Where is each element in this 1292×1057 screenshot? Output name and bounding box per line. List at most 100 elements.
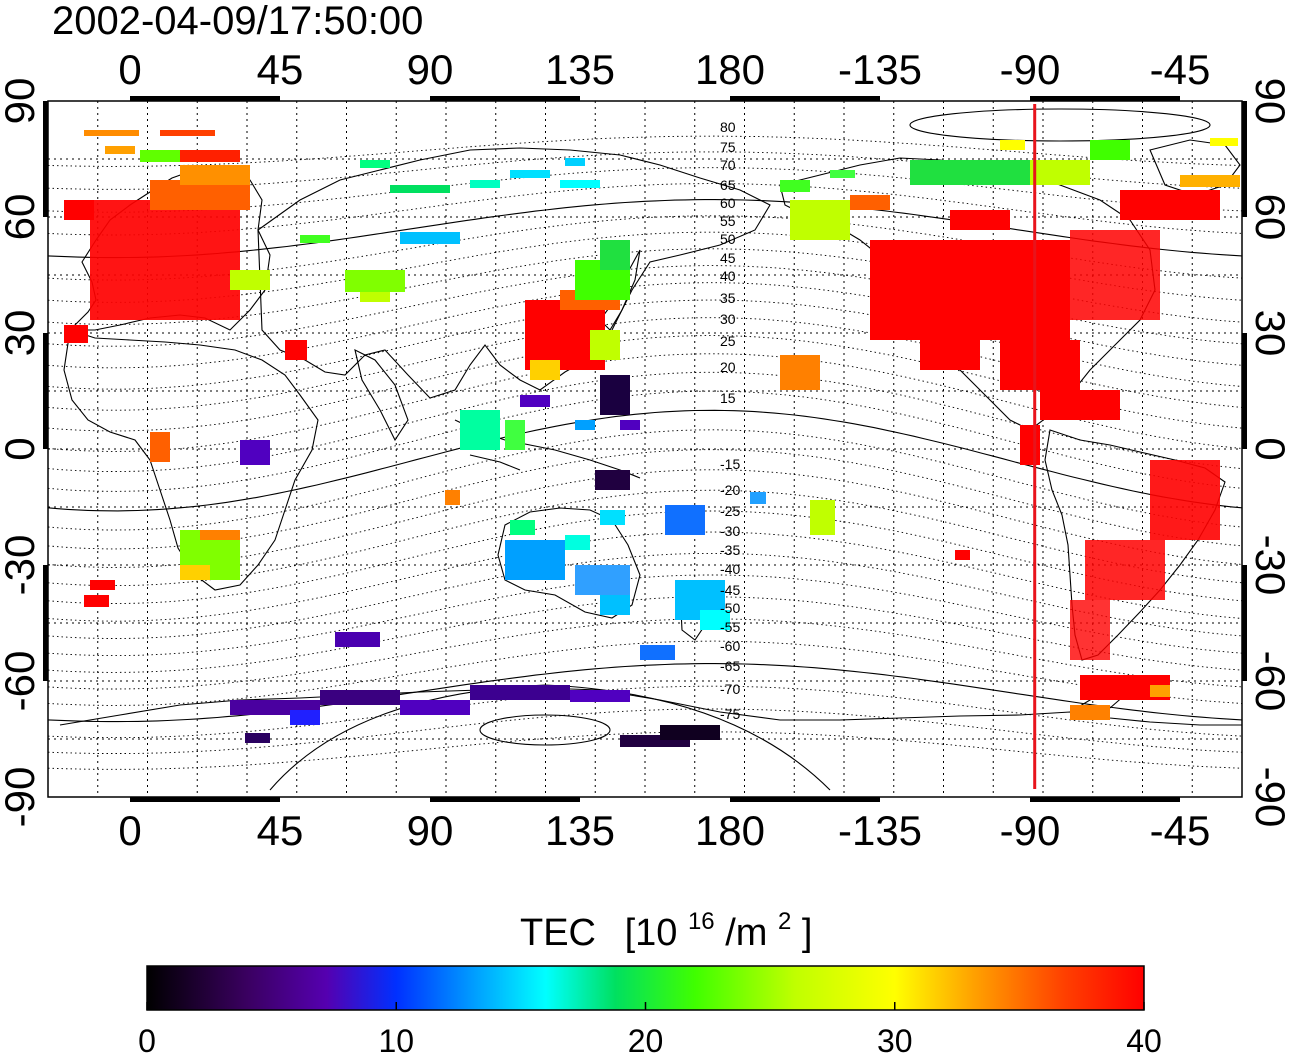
tec-cluster-east-asia bbox=[525, 240, 630, 380]
lon-tick-label-bottom: -45 bbox=[1150, 807, 1211, 854]
map-panel: 80 75 70 65 60 55 50 45 40 35 30 25 20 15 -15 -20 -25 -3… bbox=[47, 100, 1243, 798]
lat-tick-label-left: 30 bbox=[0, 310, 43, 357]
north-pole-contour bbox=[909, 108, 1211, 142]
lat-tick-label-left: -30 bbox=[0, 535, 43, 596]
frame-tick-top bbox=[1030, 96, 1180, 101]
tec-cluster-africa bbox=[84, 432, 270, 607]
colorbar-title-main: TEC bbox=[520, 912, 596, 954]
tec-cluster-central-asia bbox=[300, 158, 600, 302]
contour-label: 20 bbox=[720, 359, 736, 375]
frame-tick-bottom bbox=[130, 797, 280, 802]
magnetic-contour bbox=[48, 574, 1242, 657]
lat-tick-label-right: -60 bbox=[1247, 651, 1292, 712]
magnetic-contour bbox=[48, 282, 1242, 369]
contour-label: 45 bbox=[720, 250, 736, 266]
magnetic-contour bbox=[48, 618, 1242, 690]
magnetic-contour bbox=[48, 409, 1242, 512]
magnetic-contour bbox=[48, 231, 1242, 303]
contour-label: -25 bbox=[720, 503, 740, 519]
contour-labels-north: 80 75 70 65 60 55 50 45 40 35 30 25 20 15 bbox=[720, 119, 736, 406]
frame-tick-right bbox=[1242, 333, 1247, 449]
colorbar-title-unit-close: ] bbox=[802, 912, 813, 954]
lon-tick-label-bottom: -135 bbox=[838, 807, 922, 854]
frame-tick-right bbox=[1242, 101, 1247, 217]
lat-tick-label-right: 30 bbox=[1247, 310, 1292, 357]
magnetic-contour bbox=[48, 265, 1242, 347]
contour-label: 60 bbox=[720, 195, 736, 211]
lat-tick-label-left: 0 bbox=[0, 437, 43, 460]
colorbar-tick-label: 0 bbox=[138, 1023, 156, 1057]
lon-tick-label-top: -90 bbox=[1000, 46, 1061, 93]
timestamp-title: 2002-04-09/17:50:00 bbox=[52, 0, 423, 43]
lat-tick-label-left: -60 bbox=[0, 651, 43, 712]
contour-label: -35 bbox=[720, 542, 740, 558]
frame-tick-left bbox=[43, 565, 48, 681]
lon-tick-label-top: -45 bbox=[1150, 46, 1211, 93]
tec-cluster-australia bbox=[505, 510, 630, 615]
longitude-axis-top: 0 45 90 135 180 -135 -90 -45 bbox=[118, 46, 1210, 93]
lon-tick-label-top: 180 bbox=[695, 46, 765, 93]
magnetic-contour bbox=[48, 199, 1242, 259]
magnetic-contour bbox=[48, 183, 1242, 236]
lon-tick-label-bottom: 0 bbox=[118, 807, 141, 854]
latitude-axis-right: 90 60 30 0 -30 -60 -90 bbox=[1247, 78, 1292, 828]
latitude-axis-left: 90 60 30 0 -30 -60 -90 bbox=[0, 78, 43, 828]
lon-tick-label-top: 45 bbox=[257, 46, 304, 93]
south-pole-contour-inner bbox=[479, 714, 611, 746]
contour-label: -60 bbox=[720, 638, 740, 654]
coast-australia bbox=[497, 507, 641, 619]
colorbar-title-unit-mid: /m bbox=[725, 912, 767, 954]
colorbar-ticks: 0 10 20 30 40 bbox=[138, 1002, 1162, 1057]
longitude-axis-bottom: 0 45 90 135 180 -135 -90 -45 bbox=[118, 807, 1210, 854]
colorbar-tick-label: 40 bbox=[1126, 1023, 1162, 1057]
magnetic-contour bbox=[48, 640, 1242, 706]
coast-africa bbox=[63, 329, 319, 591]
frame-tick-bottom bbox=[1030, 797, 1180, 802]
lon-tick-label-bottom: 135 bbox=[545, 807, 615, 854]
lon-tick-label-top: 135 bbox=[545, 46, 615, 93]
contour-label: -45 bbox=[720, 582, 740, 598]
colorbar-title: TEC [10 16 /m 2 ] bbox=[520, 896, 812, 954]
contour-label: 35 bbox=[720, 290, 736, 306]
contour-label: 25 bbox=[720, 333, 736, 349]
lat-tick-label-left: 90 bbox=[0, 78, 43, 125]
magnetic-contour bbox=[48, 135, 1242, 167]
frame-tick-top bbox=[130, 96, 280, 101]
contour-label: -75 bbox=[720, 706, 740, 722]
lon-tick-label-top: 0 bbox=[118, 46, 141, 93]
colorbar-title-exp2: 2 bbox=[778, 908, 791, 935]
colorbar-tick-label: 20 bbox=[628, 1023, 664, 1057]
lat-tick-label-right: 60 bbox=[1247, 194, 1292, 241]
frame-tick-left bbox=[43, 333, 48, 449]
coast-south-america bbox=[1044, 429, 1226, 661]
frame-tick-bars bbox=[43, 96, 1247, 802]
tec-observations bbox=[64, 130, 1240, 747]
tec-cluster-southeast-asia bbox=[445, 375, 766, 505]
lon-tick-label-top: 90 bbox=[407, 46, 454, 93]
lat-tick-label-right: 90 bbox=[1247, 78, 1292, 125]
frame-tick-bottom bbox=[730, 797, 880, 802]
magnetic-contour bbox=[48, 531, 1242, 622]
contour-label: 70 bbox=[720, 157, 736, 173]
coast-india bbox=[354, 348, 409, 442]
lat-tick-label-right: 0 bbox=[1247, 437, 1292, 460]
contour-label: -70 bbox=[720, 681, 740, 697]
frame-tick-right bbox=[1242, 565, 1247, 681]
magnetic-contour bbox=[48, 708, 1242, 754]
contour-label: 75 bbox=[720, 139, 736, 155]
magnetic-contour bbox=[48, 596, 1242, 673]
contour-label: 40 bbox=[720, 268, 736, 284]
contour-label: -15 bbox=[720, 456, 740, 472]
lon-tick-label-bottom: 180 bbox=[695, 807, 765, 854]
frame-tick-top bbox=[430, 96, 580, 101]
contour-label: -20 bbox=[720, 482, 740, 498]
contour-label: -40 bbox=[720, 561, 740, 577]
tec-cluster-north-america bbox=[780, 138, 1240, 420]
frame-tick-left bbox=[43, 101, 48, 217]
magnetic-contour bbox=[48, 731, 1242, 770]
contour-label: 65 bbox=[720, 177, 736, 193]
lat-tick-label-right: -30 bbox=[1247, 535, 1292, 596]
tec-cluster-antarctica bbox=[230, 632, 720, 747]
magnetic-contour bbox=[48, 552, 1242, 639]
lat-tick-label-left: 60 bbox=[0, 194, 43, 241]
